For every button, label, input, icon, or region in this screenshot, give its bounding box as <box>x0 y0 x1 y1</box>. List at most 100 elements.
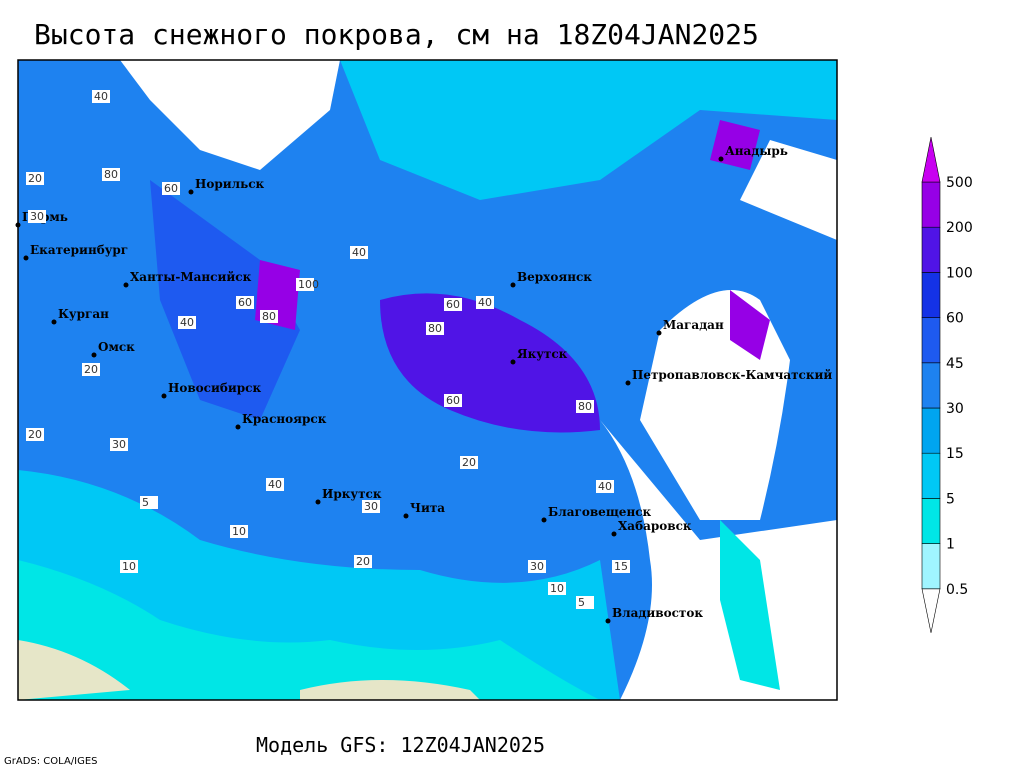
colorbar-box <box>921 272 941 318</box>
contour-label: 80 <box>428 322 442 335</box>
contour-label: 80 <box>104 168 118 181</box>
city-dot <box>123 282 129 288</box>
contour-label-bg <box>102 168 120 181</box>
city-label: Норильск <box>195 177 265 191</box>
city-dot <box>611 531 617 537</box>
city-dot <box>15 222 21 228</box>
city-dot <box>315 499 321 505</box>
city-label: Хабаровск <box>618 519 692 533</box>
colorbar-box <box>921 226 941 273</box>
colorbar-label: 100 <box>946 265 973 281</box>
city-dot <box>91 352 97 358</box>
contour-label-bg <box>230 525 248 538</box>
colorbar-box <box>921 452 941 499</box>
contour-label-bg <box>266 478 284 491</box>
colorbar-label: 0.5 <box>946 582 968 598</box>
contour-label: 100 <box>298 278 319 291</box>
city-dot <box>541 517 547 523</box>
city-label: Красноярск <box>242 412 327 426</box>
colorbar-box <box>921 317 941 364</box>
city-dot <box>188 189 194 195</box>
colorbar-label: 15 <box>946 446 964 462</box>
colorbar-box <box>921 362 941 409</box>
contour-label-bg <box>120 560 138 573</box>
contour-label-bg <box>576 596 594 609</box>
city-label: Екатеринбург <box>30 243 128 257</box>
city-label: Верхоянск <box>517 270 592 284</box>
contour-label-bg <box>350 246 368 259</box>
city-label: Новосибирск <box>168 381 261 395</box>
contour-label: 10 <box>122 560 136 573</box>
city-dot <box>718 156 724 162</box>
contour-label: 40 <box>478 296 492 309</box>
city-dot <box>235 424 241 430</box>
map <box>18 60 837 700</box>
colorbar-box <box>921 498 941 544</box>
contour-label-bg <box>236 296 254 309</box>
colorbar-label: 500 <box>946 175 973 191</box>
contour-label: 30 <box>30 210 44 223</box>
contour-label: 40 <box>598 480 612 493</box>
contour-label: 10 <box>232 525 246 538</box>
city-label: Петропавловск-Камчатский <box>632 368 832 382</box>
contour-label: 80 <box>262 310 276 323</box>
contour-label: 30 <box>364 500 378 513</box>
city-label: Чита <box>410 501 445 515</box>
city-label: Якутск <box>517 347 568 361</box>
city-dot <box>510 359 516 365</box>
contour-label: 20 <box>28 428 42 441</box>
contour-label-bg <box>576 400 594 413</box>
contour-label-bg <box>444 394 462 407</box>
city-dot <box>403 513 409 519</box>
colorbar-label: 30 <box>946 401 964 417</box>
contour-label: 40 <box>94 90 108 103</box>
contour-label: 5 <box>578 596 585 609</box>
colorbar-label: 5 <box>946 491 955 507</box>
contour-label-bg <box>444 298 462 311</box>
colorbar-arrow-low <box>921 588 941 633</box>
contour-label-bg <box>260 310 278 323</box>
contour-label-bg <box>26 428 44 441</box>
contour-label: 20 <box>28 172 42 185</box>
contour-label: 60 <box>164 182 178 195</box>
city-dot <box>656 330 662 336</box>
contour-label-bg <box>296 278 314 291</box>
city-dot <box>625 380 631 386</box>
contour-label-bg <box>178 316 196 329</box>
contour-label-bg <box>362 500 380 513</box>
city-dot <box>51 319 57 325</box>
city-dot <box>161 393 167 399</box>
contour-label-bg <box>354 555 372 568</box>
contour-label: 5 <box>142 496 149 509</box>
contour-label: 60 <box>446 394 460 407</box>
colorbar-label: 200 <box>946 220 973 236</box>
contour-label: 20 <box>462 456 476 469</box>
contour-label: 40 <box>352 246 366 259</box>
contour-label-bg <box>460 456 478 469</box>
contour-label-bg <box>28 210 46 223</box>
contour-label: 20 <box>356 555 370 568</box>
city-dot <box>605 618 611 624</box>
credit: GrADS: COLA/IGES <box>4 756 98 767</box>
contour-label: 60 <box>238 296 252 309</box>
contour-label-bg <box>26 172 44 185</box>
contour-label: 40 <box>268 478 282 491</box>
contour-label-bg <box>528 560 546 573</box>
contour-label: 15 <box>614 560 628 573</box>
colorbar-box <box>921 543 941 590</box>
contour-label-bg <box>110 438 128 451</box>
city-label: Благовещенск <box>548 505 652 519</box>
contour-label-bg <box>82 363 100 376</box>
contour-label: 30 <box>112 438 126 451</box>
footer: Модель GFS: 12Z04JAN2025 <box>256 733 545 757</box>
contour-label-bg <box>596 480 614 493</box>
contour-label: 40 <box>180 316 194 329</box>
title: Высота снежного покрова, см на 18Z04JAN2… <box>34 18 759 51</box>
contour-label: 30 <box>530 560 544 573</box>
colorbar-arrow-high <box>921 136 941 183</box>
contour-label-bg <box>92 90 110 103</box>
colorbar-label: 45 <box>946 356 964 372</box>
contour-label: 10 <box>550 582 564 595</box>
city-label: Иркутск <box>322 487 382 501</box>
city-dot <box>23 255 29 261</box>
